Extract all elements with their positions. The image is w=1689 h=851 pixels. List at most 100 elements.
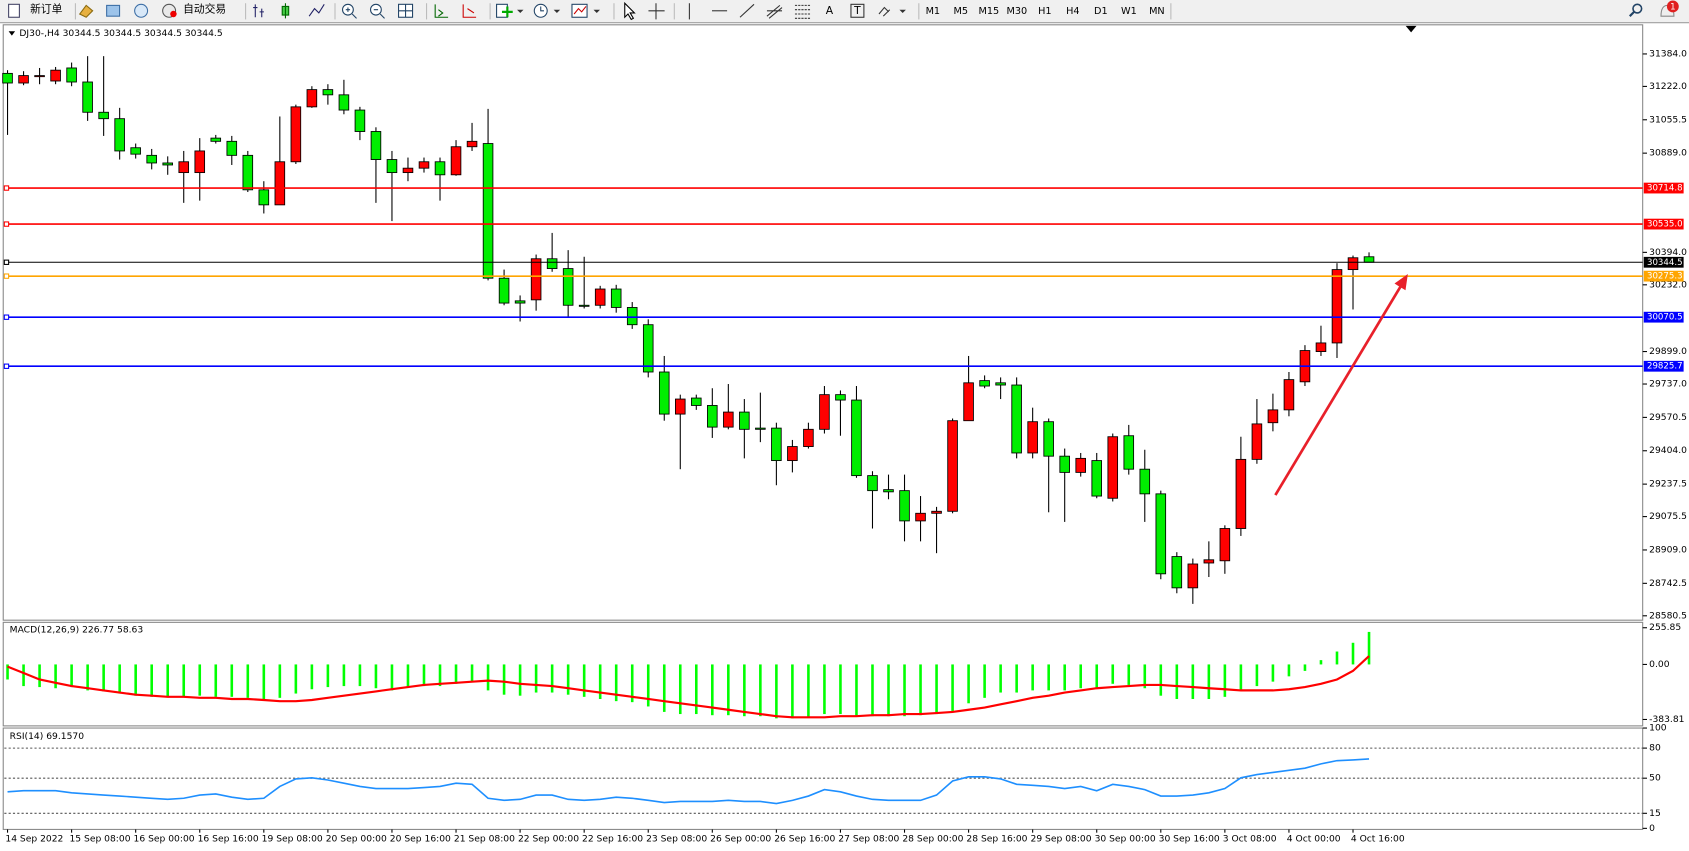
new-order-icon[interactable] [8,3,20,18]
zoom-out-mark [373,9,385,19]
macd-histogram-bar [1143,664,1147,689]
macd-histogram-bar [182,664,186,697]
y-tick-label: 29737.0 [1649,379,1687,390]
level-handle [3,363,10,369]
timeframe-button[interactable]: H1 [1038,6,1051,17]
candle-body [899,490,910,522]
candle-body [995,382,1006,386]
x-tick-label: 23 Sep 08:00 [646,834,707,845]
label-tool[interactable]: T [853,4,861,17]
candle-body [771,427,782,462]
bar-chart-icon[interactable] [253,4,264,18]
timeframe-button[interactable]: MN [1149,6,1165,17]
macd-histogram-bar [1191,664,1195,699]
macd-histogram-bar [1271,664,1275,682]
line-chart-icon[interactable] [308,4,325,17]
macd-histogram-bar [246,664,250,698]
macd-histogram-bar [1255,664,1259,687]
dropdown-arrow[interactable] [553,9,561,13]
y-tick-label: 31222.0 [1649,81,1687,92]
macd-histogram-bar [374,664,378,689]
timeframe-button[interactable]: W1 [1121,6,1137,17]
crosshair-tool[interactable] [648,3,665,20]
candle-body [1123,435,1135,470]
toolbar-icon[interactable] [106,4,121,17]
y-tick-label: 0.00 [1649,659,1670,670]
symbol-menu-arrow[interactable] [8,31,16,36]
macd-histogram-bar [342,664,346,687]
auto-trading-button[interactable]: 自动交易 [183,3,226,16]
candle-body [514,300,526,304]
dropdown-arrow[interactable] [899,9,906,13]
level-handle [3,221,10,227]
candle-chart-icon[interactable] [281,3,290,19]
new-order-button[interactable]: 新订单 [30,3,63,16]
macd-histogram-bar [438,664,442,687]
candle-body [1059,455,1070,473]
macd-histogram-bar [326,664,330,688]
candle-body [1187,563,1199,589]
x-tick-label: 20 Sep 00:00 [326,834,387,845]
trendline-tool[interactable] [739,3,755,18]
macd-histogram-bar [582,664,586,697]
timeframe-button[interactable]: M15 [979,6,1000,17]
channel-tool[interactable] [766,4,783,19]
y-tick-label: 30232.0 [1649,279,1687,290]
level-handle [3,185,10,191]
search-icon[interactable] [1632,3,1643,14]
candle-body [739,411,750,430]
x-tick-label: 28 Sep 16:00 [966,834,1027,845]
macd-histogram-bar [166,664,170,697]
candle-body [915,512,926,522]
candle-body [1107,436,1119,499]
macd-histogram-bar [118,664,121,694]
candle-body [1011,384,1022,454]
macd-histogram-bar [150,664,153,697]
macd-histogram-bar [839,664,842,715]
main-panel [2,24,1644,621]
label-tool-frame[interactable] [850,3,865,18]
templates-mark [573,6,587,15]
candle-body [1331,269,1343,344]
dropdown-arrow[interactable] [517,9,524,13]
timeframe-button[interactable]: D1 [1094,6,1108,17]
toolbar-icon[interactable] [78,4,94,18]
candle-body [1315,342,1327,352]
x-tick-label: 29 Sep 08:00 [1031,834,1092,845]
chart-shift-icon[interactable] [462,4,477,18]
candle-body [610,288,622,308]
candle-body [723,411,734,428]
autoscroll-icon[interactable] [434,4,449,18]
timeframe-button[interactable]: M1 [926,6,941,17]
fibonacci-tool[interactable] [794,4,811,19]
toolbar-icon[interactable] [134,3,149,18]
candle-body [674,398,686,415]
macd-histogram-bar [22,664,25,687]
y-tick-label: 31055.5 [1649,114,1687,125]
y-tick-label: 31384.0 [1649,48,1687,59]
timeframe-button[interactable]: H4 [1066,6,1079,17]
macd-histogram-bar [1079,664,1083,689]
macd-histogram-bar [54,664,57,689]
candle-body [418,161,430,169]
cursor-tool[interactable] [624,1,636,21]
arrows-tool[interactable] [878,6,891,17]
macd-histogram-bar [919,664,922,716]
templates-icon[interactable] [571,3,588,18]
timeframe-button[interactable]: M30 [1007,6,1028,17]
dropdown-arrow[interactable] [593,9,600,13]
candle-body [450,146,462,176]
notification-count: 1 [1670,3,1675,13]
candle-body [50,69,61,82]
text-tool[interactable]: A [826,4,834,17]
macd-histogram-bar [1239,664,1243,691]
candle-body [386,159,398,174]
timeframe-button[interactable]: M5 [954,6,969,17]
candle-body [1219,528,1231,562]
x-tick-label: 30 Sep 16:00 [1159,834,1220,845]
x-tick-label: 20 Sep 16:00 [390,834,451,845]
candle-body [1267,409,1279,424]
macd-histogram-bar [727,664,730,716]
level-label-box [1643,182,1684,194]
level-label-box [1643,218,1684,230]
